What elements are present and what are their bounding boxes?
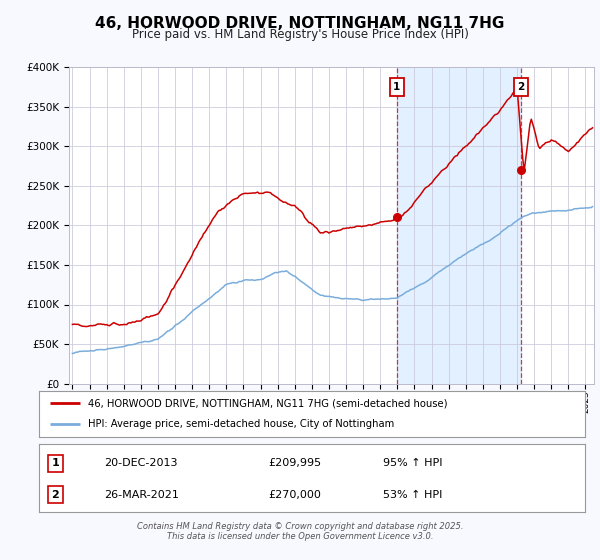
Text: 2: 2 bbox=[517, 82, 524, 92]
Text: HPI: Average price, semi-detached house, City of Nottingham: HPI: Average price, semi-detached house,… bbox=[88, 419, 394, 430]
Text: 46, HORWOOD DRIVE, NOTTINGHAM, NG11 7HG (semi-detached house): 46, HORWOOD DRIVE, NOTTINGHAM, NG11 7HG … bbox=[88, 398, 448, 408]
Text: Price paid vs. HM Land Registry's House Price Index (HPI): Price paid vs. HM Land Registry's House … bbox=[131, 28, 469, 41]
Text: 1: 1 bbox=[52, 458, 59, 468]
Text: £209,995: £209,995 bbox=[268, 458, 322, 468]
Text: 2: 2 bbox=[52, 489, 59, 500]
Text: 46, HORWOOD DRIVE, NOTTINGHAM, NG11 7HG: 46, HORWOOD DRIVE, NOTTINGHAM, NG11 7HG bbox=[95, 16, 505, 31]
Text: 20-DEC-2013: 20-DEC-2013 bbox=[104, 458, 178, 468]
Text: Contains HM Land Registry data © Crown copyright and database right 2025.
This d: Contains HM Land Registry data © Crown c… bbox=[137, 522, 463, 542]
Text: 1: 1 bbox=[393, 82, 400, 92]
Text: £270,000: £270,000 bbox=[268, 489, 321, 500]
Text: 53% ↑ HPI: 53% ↑ HPI bbox=[383, 489, 442, 500]
Text: 95% ↑ HPI: 95% ↑ HPI bbox=[383, 458, 442, 468]
Bar bbox=[397, 67, 521, 384]
Text: 26-MAR-2021: 26-MAR-2021 bbox=[104, 489, 179, 500]
